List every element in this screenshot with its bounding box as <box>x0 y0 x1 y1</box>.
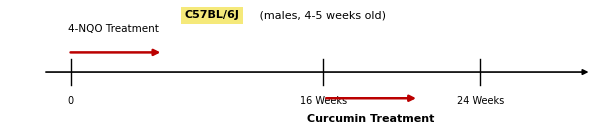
Text: C57BL/6J: C57BL/6J <box>185 10 240 20</box>
Text: Curcumin Treatment: Curcumin Treatment <box>307 114 435 124</box>
Text: 16 Weeks: 16 Weeks <box>300 96 347 106</box>
Text: 24 Weeks: 24 Weeks <box>457 96 504 106</box>
Text: 4-NQO Treatment: 4-NQO Treatment <box>68 24 159 34</box>
Text: 0: 0 <box>68 96 74 106</box>
Text: (males, 4-5 weeks old): (males, 4-5 weeks old) <box>256 10 386 20</box>
